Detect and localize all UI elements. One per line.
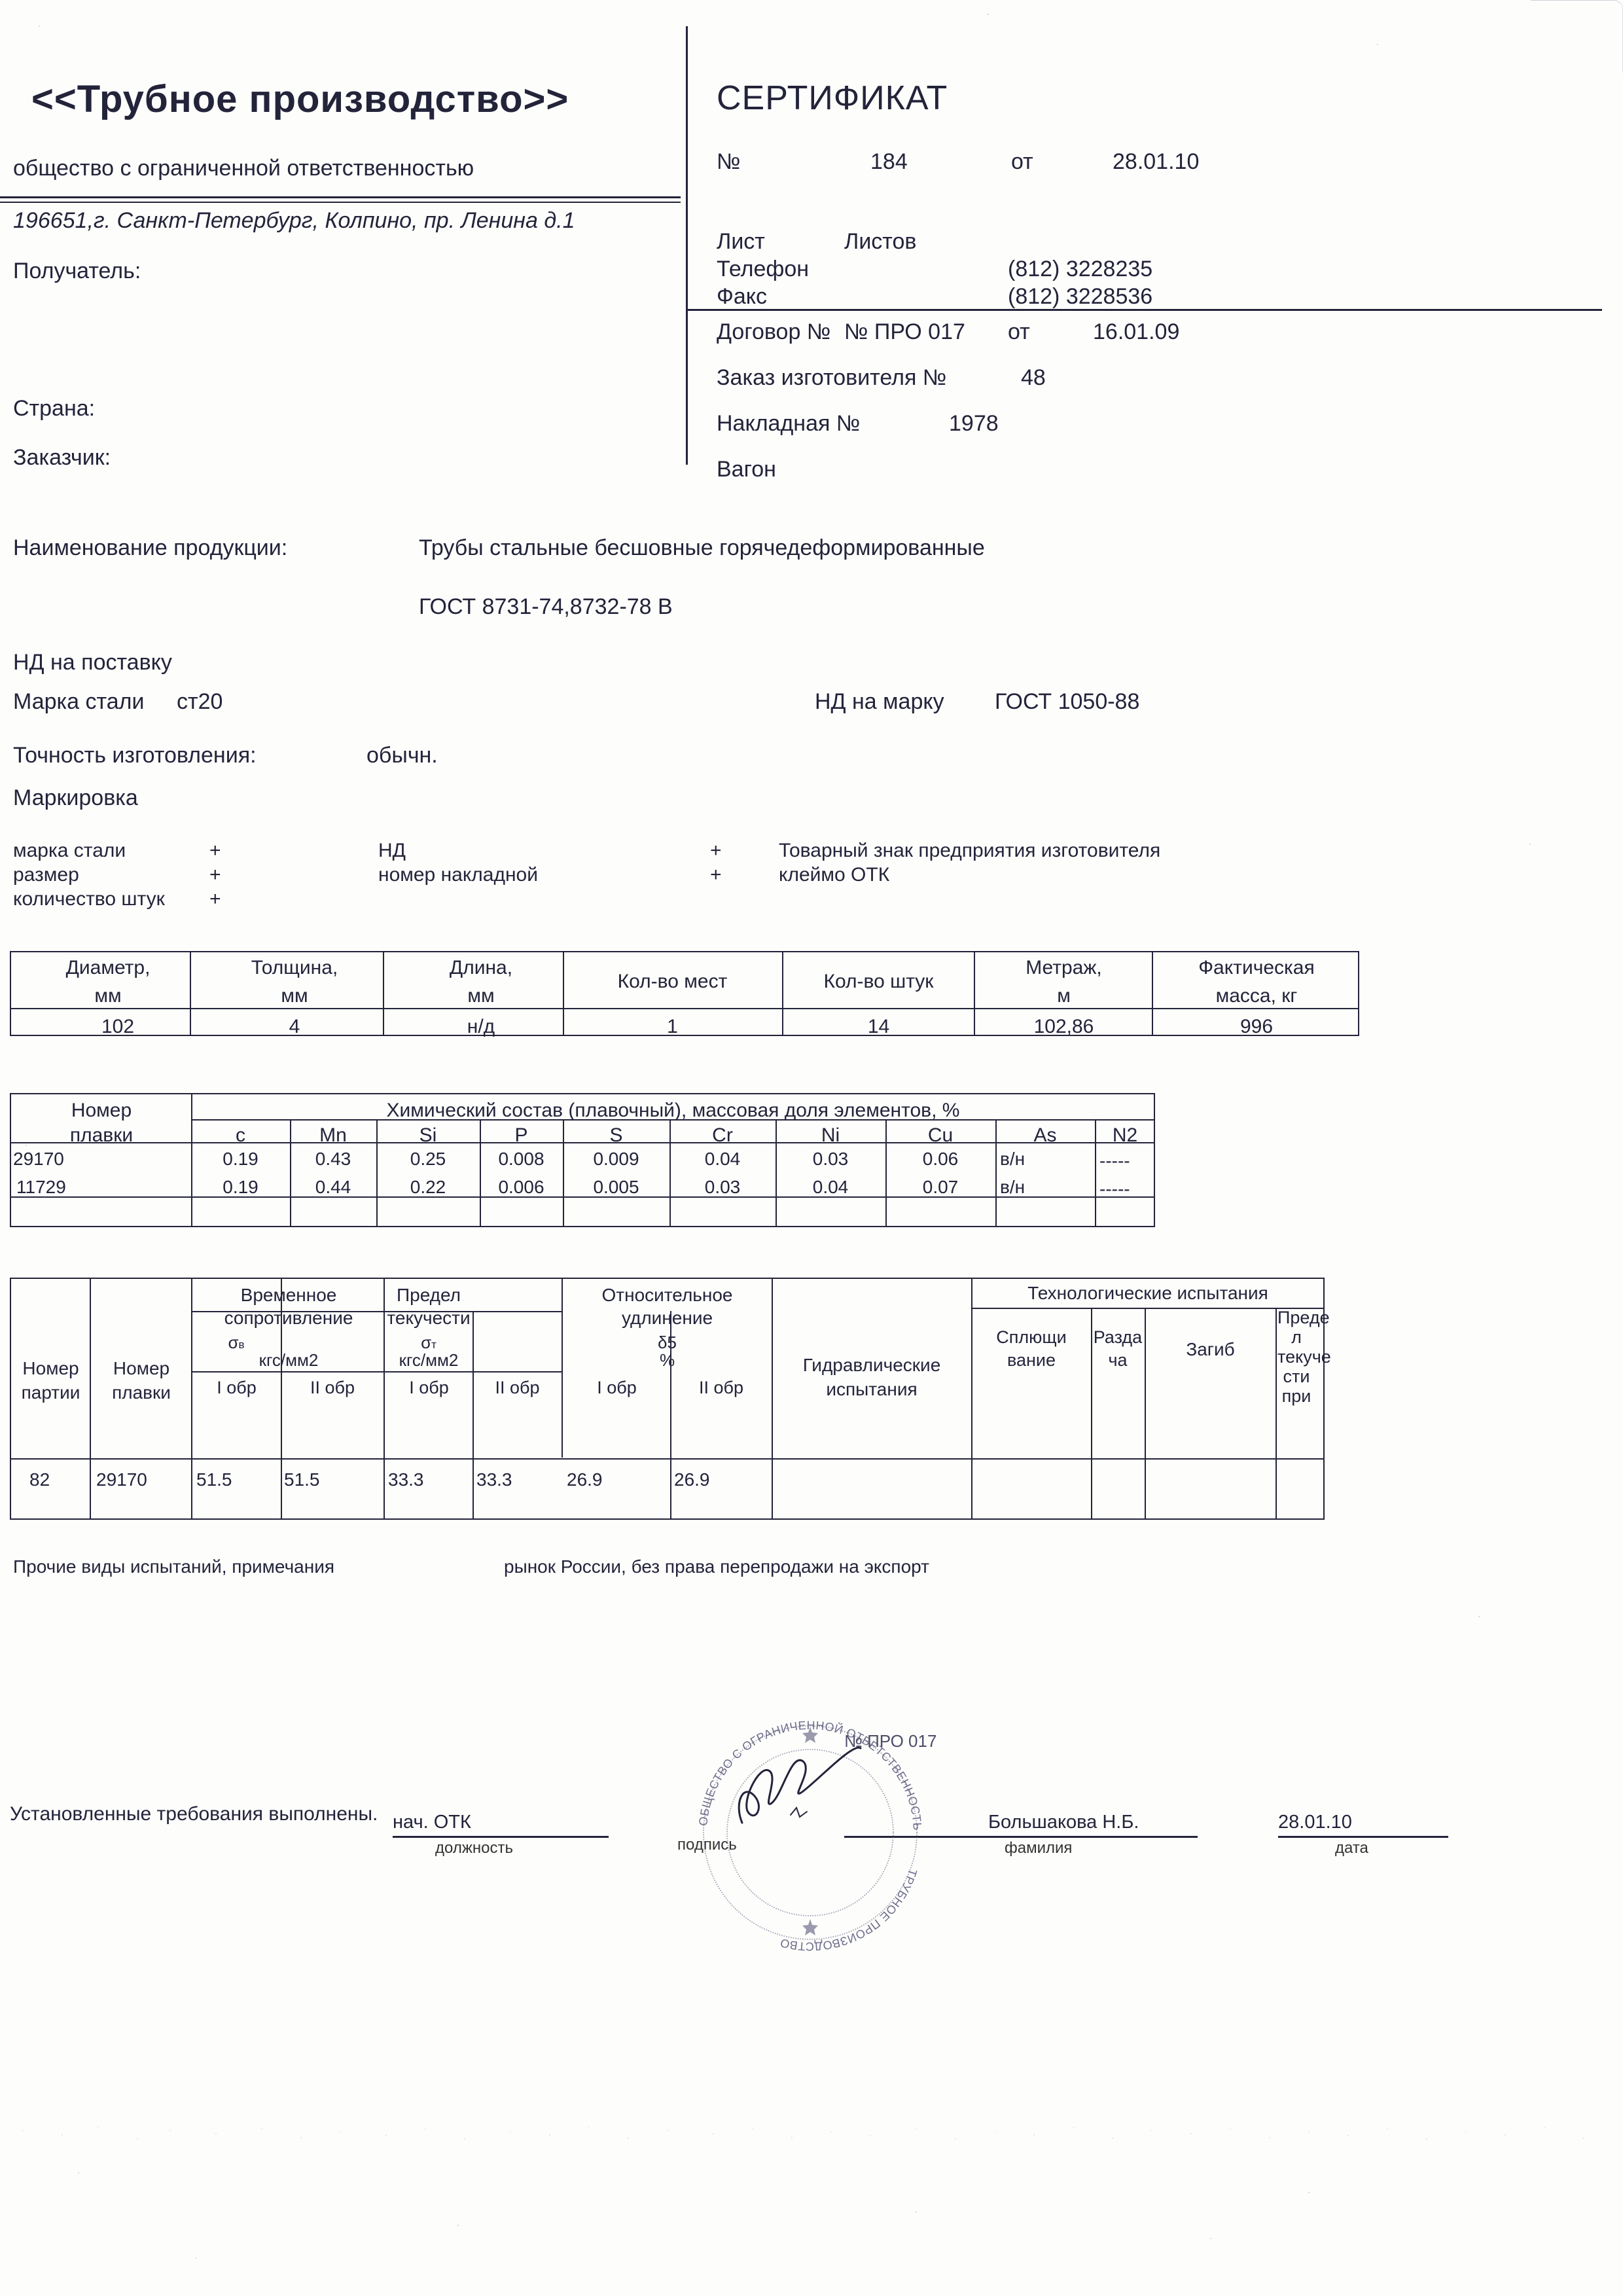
- svg-text:ТРУБНОЕ ПРОИЗВОДСТВО: ТРУБНОЕ ПРОИЗВОДСТВО: [779, 1867, 919, 1953]
